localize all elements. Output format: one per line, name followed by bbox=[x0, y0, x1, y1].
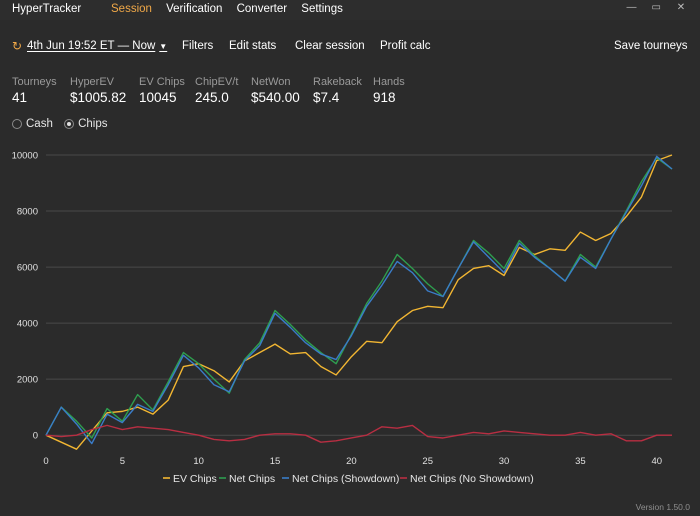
x-tick-label: 0 bbox=[43, 456, 48, 467]
legend-label: Net Chips (No Showdown) bbox=[410, 473, 534, 485]
stat-value: $540.00 bbox=[251, 90, 300, 105]
series-line-3 bbox=[45, 424, 672, 443]
stat-value: 41 bbox=[12, 90, 28, 105]
mode-selector: Cash Chips bbox=[12, 118, 115, 132]
x-tick-label: 25 bbox=[422, 456, 433, 467]
stat-label: HyperEV bbox=[70, 76, 115, 88]
stat-label: Hands bbox=[373, 76, 405, 88]
y-tick-label: 8000 bbox=[17, 207, 38, 218]
y-tick-label: 4000 bbox=[17, 319, 38, 330]
series-line-1 bbox=[45, 157, 673, 439]
app-title: HyperTracker bbox=[12, 3, 82, 15]
title-bar: HyperTracker Session Verification Conver… bbox=[0, 0, 700, 20]
clear-session-button[interactable]: Clear session bbox=[295, 40, 365, 52]
y-tick-label: 6000 bbox=[17, 263, 38, 274]
series-line-2 bbox=[45, 155, 673, 445]
stat-label: ChipEV/t bbox=[195, 76, 239, 88]
stat-label: NetWon bbox=[251, 76, 291, 88]
stat-tourneys: Tourneys 41 bbox=[12, 76, 57, 105]
stat-label: Tourneys bbox=[12, 76, 57, 88]
stat-rakeback: Rakeback $7.4 bbox=[313, 76, 362, 105]
radio-icon bbox=[12, 119, 22, 129]
dropdown-caret-icon: ▼ bbox=[159, 42, 168, 51]
nav-converter[interactable]: Converter bbox=[236, 3, 288, 15]
x-tick-label: 10 bbox=[193, 456, 204, 467]
mode-label: Cash bbox=[26, 118, 53, 130]
session-range-label: 4th Jun 19:52 ET — Now bbox=[27, 40, 156, 52]
y-tick-label: 2000 bbox=[17, 375, 38, 386]
stat-value: 10045 bbox=[139, 90, 177, 105]
version-label: Version 1.50.0 bbox=[635, 502, 690, 512]
profit-calc-button[interactable]: Profit calc bbox=[380, 40, 431, 52]
x-tick-label: 35 bbox=[575, 456, 586, 467]
x-tick-label: 40 bbox=[651, 456, 662, 467]
maximize-icon[interactable]: ▭ bbox=[651, 2, 661, 13]
main-nav: Session Verification Converter Settings bbox=[111, 3, 354, 15]
stat-label: Rakeback bbox=[313, 76, 362, 88]
nav-verification[interactable]: Verification bbox=[166, 3, 223, 15]
x-tick-label: 5 bbox=[120, 456, 125, 467]
mode-cash-radio[interactable]: Cash bbox=[12, 118, 53, 130]
stat-label: EV Chips bbox=[139, 76, 185, 88]
y-tick-label: 10000 bbox=[12, 151, 38, 162]
close-icon[interactable]: ✕ bbox=[676, 2, 686, 13]
x-tick-label: 20 bbox=[346, 456, 357, 467]
stats-bar: Tourneys 41 HyperEV $1005.82 EV Chips 10… bbox=[0, 76, 700, 106]
toolbar: ↻ 4th Jun 19:52 ET — Now ▼ Filters Edit s… bbox=[0, 36, 700, 56]
stat-chipev-per-tourney: ChipEV/t 245.0 bbox=[195, 76, 238, 105]
stat-value: 245.0 bbox=[195, 90, 229, 105]
series-line-0 bbox=[45, 154, 673, 450]
radio-selected-icon bbox=[64, 119, 75, 129]
filters-button[interactable]: Filters bbox=[182, 40, 214, 52]
legend-label: Net Chips bbox=[229, 473, 275, 485]
x-tick-label: 15 bbox=[270, 456, 281, 467]
save-tourneys-button[interactable]: Save tourneys bbox=[614, 40, 688, 52]
mode-label: Chips bbox=[78, 118, 108, 130]
window-controls: — ▭ ✕ bbox=[620, 2, 692, 13]
refresh-icon[interactable]: ↻ bbox=[12, 39, 23, 53]
edit-stats-button[interactable]: Edit stats bbox=[229, 40, 277, 52]
x-tick-label: 30 bbox=[499, 456, 510, 467]
stat-value: 918 bbox=[373, 90, 396, 105]
nav-session[interactable]: Session bbox=[111, 3, 152, 15]
stat-ev-chips: EV Chips 10045 bbox=[139, 76, 185, 105]
stat-hands: Hands 918 bbox=[373, 76, 405, 105]
mode-chips-radio[interactable]: Chips bbox=[64, 118, 107, 130]
stat-value: $7.4 bbox=[313, 90, 340, 105]
nav-settings[interactable]: Settings bbox=[301, 3, 343, 15]
legend-label: EV Chips bbox=[173, 473, 217, 485]
chips-chart: 0 2000 4000 6000 8000 10000 0 5 10 15 20 25 30 35 40 EV… bbox=[12, 151, 673, 485]
stat-value: $1005.82 bbox=[70, 90, 127, 105]
minimize-icon[interactable]: — bbox=[626, 2, 637, 13]
y-tick-label: 0 bbox=[33, 431, 38, 442]
stat-hyperev: HyperEV $1005.82 bbox=[70, 76, 126, 105]
legend-label: Net Chips (Showdown) bbox=[292, 473, 399, 485]
stat-netwon: NetWon $540.00 bbox=[251, 76, 300, 105]
session-range-dropdown[interactable]: 4th Jun 19:52 ET — Now ▼ bbox=[27, 40, 167, 52]
